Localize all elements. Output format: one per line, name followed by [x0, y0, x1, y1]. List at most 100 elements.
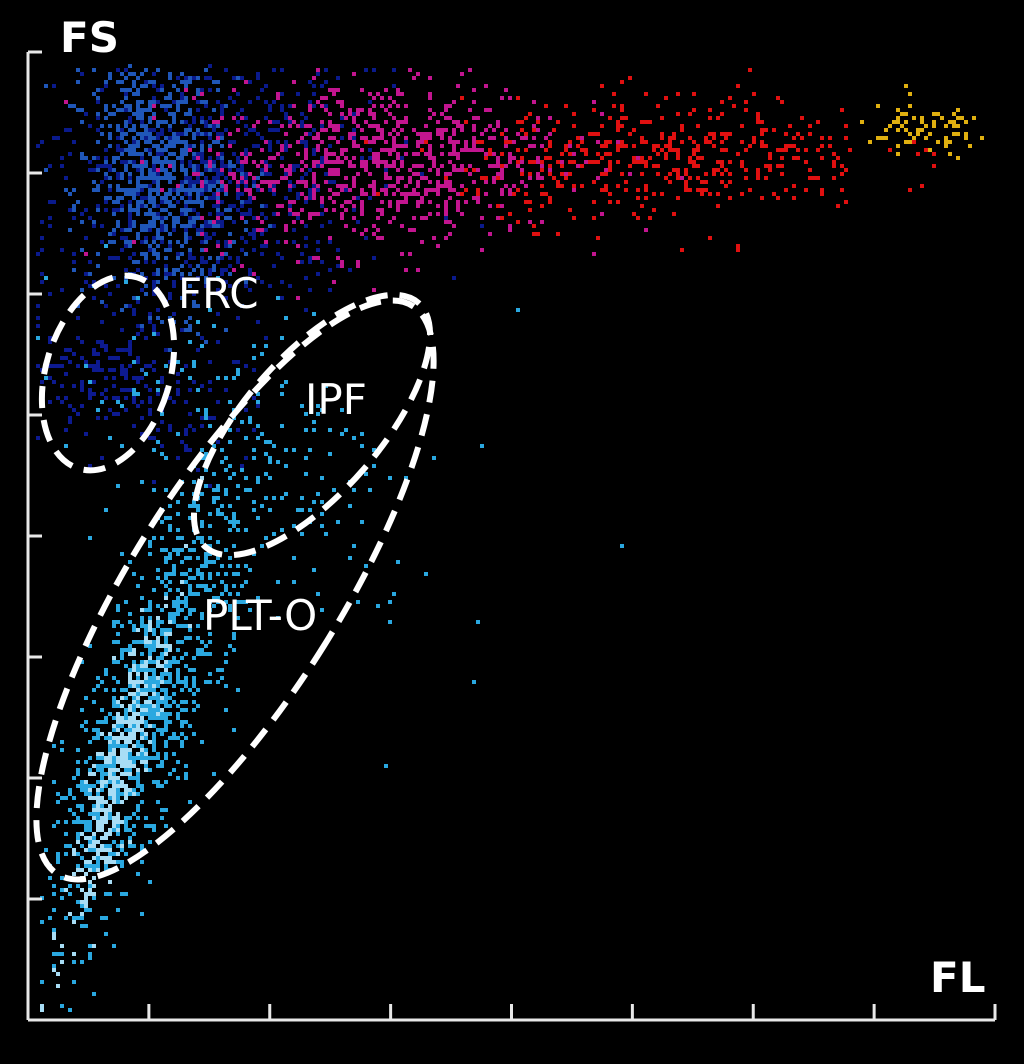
- data-point: [124, 164, 128, 168]
- data-point: [220, 156, 224, 160]
- data-point: [424, 136, 428, 140]
- data-point: [812, 176, 816, 180]
- data-point: [164, 660, 168, 664]
- data-point: [384, 172, 388, 176]
- data-point: [72, 268, 76, 272]
- data-point: [232, 176, 236, 180]
- data-point: [140, 400, 144, 404]
- data-point: [44, 376, 48, 380]
- data-point: [84, 156, 88, 160]
- data-point: [624, 116, 628, 120]
- data-point: [116, 128, 120, 132]
- data-point: [124, 764, 128, 768]
- data-point: [268, 148, 272, 152]
- data-point: [204, 552, 208, 556]
- data-point: [164, 224, 168, 228]
- data-point: [124, 160, 128, 164]
- data-point: [660, 192, 664, 196]
- data-point: [72, 848, 76, 852]
- data-point: [184, 200, 188, 204]
- data-point: [188, 324, 192, 328]
- data-point: [696, 164, 700, 168]
- data-point: [192, 76, 196, 80]
- data-point: [184, 140, 188, 144]
- data-point: [148, 616, 152, 620]
- data-point: [204, 68, 208, 72]
- data-point: [144, 108, 148, 112]
- data-point: [136, 144, 140, 148]
- data-point: [132, 724, 136, 728]
- data-point: [252, 184, 256, 188]
- data-point: [104, 720, 108, 724]
- data-point: [140, 172, 144, 176]
- data-point: [424, 188, 428, 192]
- data-point: [104, 80, 108, 84]
- data-point: [64, 844, 68, 848]
- data-point: [208, 132, 212, 136]
- data-point: [260, 252, 264, 256]
- data-point: [536, 172, 540, 176]
- data-point: [424, 140, 428, 144]
- data-point: [300, 252, 304, 256]
- data-point: [516, 148, 520, 152]
- data-point: [280, 148, 284, 152]
- data-point: [116, 184, 120, 188]
- data-point: [188, 220, 192, 224]
- data-point: [840, 164, 844, 168]
- data-point: [156, 172, 160, 176]
- data-point: [248, 80, 252, 84]
- data-point: [432, 188, 436, 192]
- data-point: [428, 96, 432, 100]
- data-point: [180, 536, 184, 540]
- data-point: [384, 176, 388, 180]
- data-point: [284, 168, 288, 172]
- data-point: [376, 236, 380, 240]
- data-point: [36, 364, 40, 368]
- data-point: [60, 952, 64, 956]
- data-point: [300, 192, 304, 196]
- data-point: [64, 428, 68, 432]
- data-point: [192, 220, 196, 224]
- data-point: [108, 880, 112, 884]
- data-point: [208, 184, 212, 188]
- data-point: [408, 192, 412, 196]
- data-point: [144, 68, 148, 72]
- data-point: [788, 124, 792, 128]
- data-point: [128, 840, 132, 844]
- data-point: [140, 288, 144, 292]
- data-point: [768, 164, 772, 168]
- data-point: [388, 184, 392, 188]
- data-point: [52, 84, 56, 88]
- data-point: [132, 392, 136, 396]
- data-point: [208, 268, 212, 272]
- data-point: [152, 200, 156, 204]
- data-point: [144, 176, 148, 180]
- data-point: [972, 116, 976, 120]
- data-point: [296, 180, 300, 184]
- data-point: [92, 156, 96, 160]
- data-point: [220, 676, 224, 680]
- data-point: [200, 204, 204, 208]
- data-point: [204, 584, 208, 588]
- data-point: [428, 136, 432, 140]
- data-point: [108, 776, 112, 780]
- data-point: [104, 756, 108, 760]
- data-point: [268, 164, 272, 168]
- data-point: [76, 884, 80, 888]
- data-point: [40, 272, 44, 276]
- data-point: [436, 168, 440, 172]
- data-point: [420, 200, 424, 204]
- data-point: [884, 136, 888, 140]
- data-point: [96, 792, 100, 796]
- data-point: [176, 360, 180, 364]
- data-point: [464, 188, 468, 192]
- data-point: [100, 776, 104, 780]
- data-point: [216, 572, 220, 576]
- data-point: [188, 264, 192, 268]
- data-point: [200, 232, 204, 236]
- data-point: [304, 184, 308, 188]
- data-point: [168, 648, 172, 652]
- data-point: [128, 160, 132, 164]
- data-point: [172, 204, 176, 208]
- data-point: [404, 116, 408, 120]
